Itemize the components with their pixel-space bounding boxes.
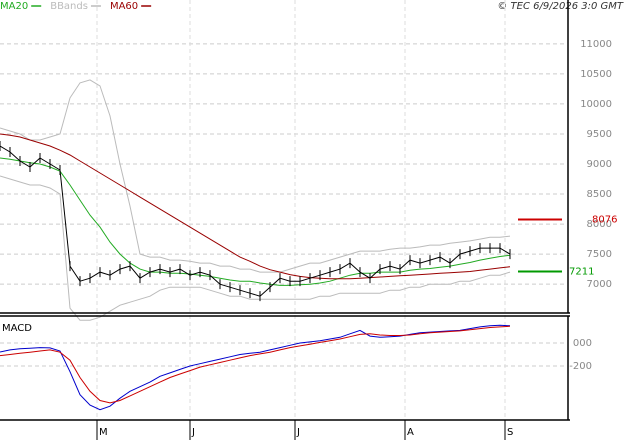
legend-label: MA20: [0, 1, 28, 12]
price-line: [0, 145, 511, 297]
y-tick-label: -200: [569, 361, 592, 372]
x-tick-label: M: [99, 427, 108, 438]
macd-line: [0, 325, 511, 404]
bband-lower: [0, 175, 511, 321]
y-tick-label: 7500: [587, 249, 612, 260]
last-label: 8076: [592, 215, 617, 226]
x-tick-label: S: [507, 427, 513, 438]
ma60-line: [0, 133, 511, 280]
last-label: 7211: [569, 266, 594, 277]
ma20-line: [0, 157, 511, 286]
y-tick-label: 9500: [587, 129, 612, 140]
y-tick-label: 000: [573, 338, 592, 349]
x-tick-label: A: [407, 427, 414, 438]
legend-label: MA60: [110, 1, 138, 12]
y-tick-label: 7000: [587, 279, 612, 290]
macd-line: [0, 324, 511, 411]
bband-upper: [0, 79, 511, 273]
x-tick-label: J: [296, 427, 300, 438]
copyright: © TEC 6/9/2026 3:0 GMT: [497, 1, 624, 12]
y-tick-label: 10500: [580, 69, 612, 80]
y-tick-label: 11000: [580, 39, 612, 50]
y-tick-label: 8000: [587, 219, 612, 230]
y-tick-label: 9000: [587, 159, 612, 170]
macd-title: MACD: [2, 323, 32, 334]
x-tick-label: J: [191, 427, 195, 438]
y-tick-label: 10000: [580, 99, 612, 110]
legend-label: BBands: [50, 1, 88, 12]
y-tick-label: 8500: [587, 189, 612, 200]
